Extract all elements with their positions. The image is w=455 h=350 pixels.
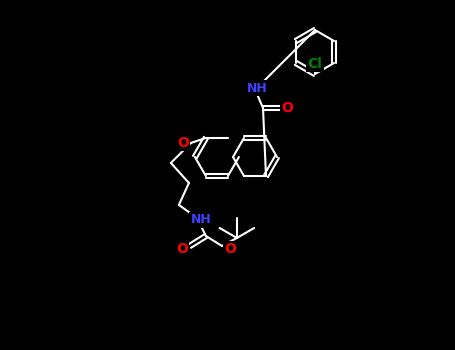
Text: NH: NH [247, 82, 268, 95]
Text: O: O [281, 101, 293, 115]
Text: O: O [224, 242, 236, 256]
Text: O: O [177, 136, 189, 150]
Text: O: O [176, 242, 188, 256]
Text: Cl: Cl [308, 57, 323, 71]
Text: NH: NH [191, 214, 211, 226]
